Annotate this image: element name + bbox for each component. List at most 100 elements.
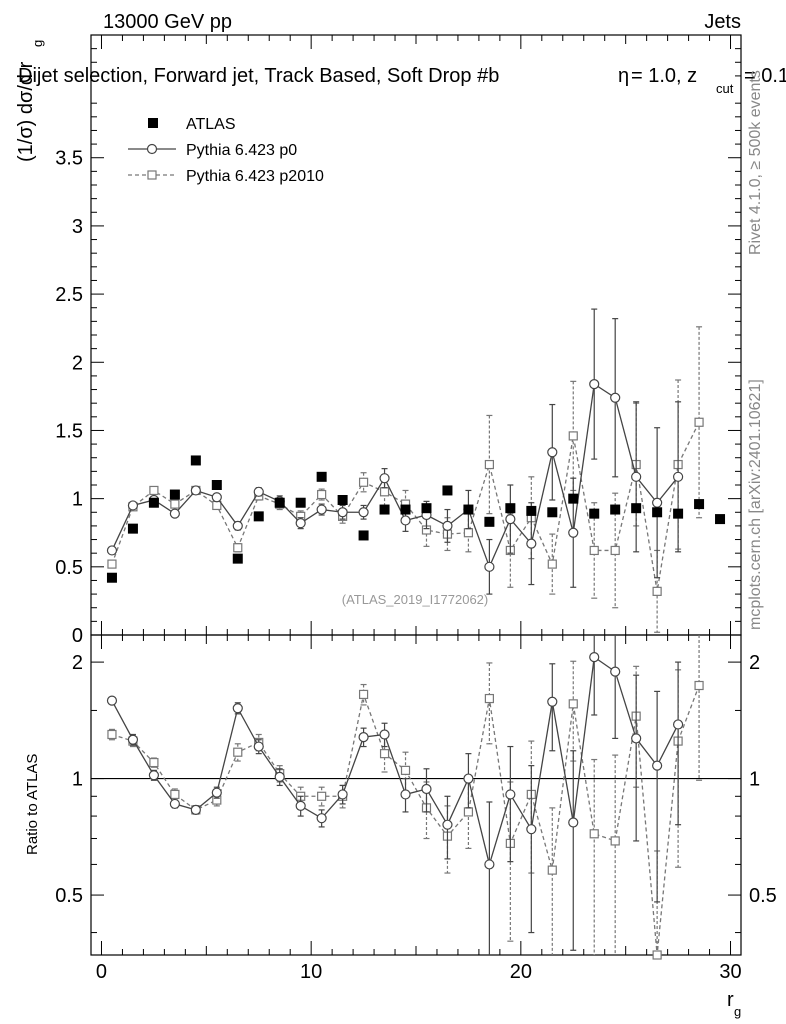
atlas-data-point — [295, 497, 306, 508]
main-y-tick-label: 1.5 — [55, 420, 83, 442]
main-p0-point — [610, 392, 621, 403]
ratio-p0-point — [253, 741, 264, 752]
main-p2010-point — [694, 417, 704, 427]
main-p0-point — [253, 486, 264, 497]
main-p0-point — [589, 378, 600, 390]
title-eta-symbol: η — [618, 65, 629, 87]
title-end: = 0.1 — [744, 65, 786, 87]
main-y-axis-title-text: (1/σ) dσ/d r — [15, 61, 37, 162]
atlas-data-point — [316, 471, 327, 482]
atlas-data-point — [442, 485, 453, 496]
main-p0-point — [400, 515, 411, 526]
x-tick-label: 30 — [719, 961, 741, 983]
ratio-p0-point — [379, 729, 390, 740]
ratio-p0-point — [526, 824, 537, 835]
atlas-data-point — [106, 572, 117, 583]
ratio-series — [106, 635, 704, 960]
main-p0-point — [169, 508, 180, 519]
title-subscript: cut — [716, 81, 734, 96]
x-axis: 0 10 20 30 — [96, 35, 742, 983]
ratio-p2010-point — [568, 699, 578, 709]
main-p2010-point — [233, 543, 243, 553]
main-p0-point — [358, 507, 369, 518]
plot-title: Dijet selection, Forward jet, Track Base… — [18, 65, 499, 87]
atlas-data-point — [232, 553, 243, 564]
legend-atlas-marker — [148, 118, 158, 128]
ratio-y-tick-label: 1 — [72, 769, 83, 791]
atlas-data-point — [253, 511, 264, 522]
main-p0-point — [295, 518, 306, 529]
ratio-p0-point — [505, 789, 516, 800]
legend-p2010-label: Pythia 6.423 p2010 — [186, 168, 324, 185]
x-tick-label: 0 — [96, 961, 107, 983]
legend-p0-marker — [146, 143, 158, 155]
atlas-data-point — [547, 507, 558, 518]
ratio-axes: 0.5 0.5 1 1 2 2 — [55, 652, 777, 934]
atlas-data-point — [358, 530, 369, 541]
main-p0-point — [232, 520, 243, 532]
main-p2010-point — [589, 545, 599, 556]
main-y-tick-label: 3 — [72, 216, 83, 238]
ratio-p2010-point — [589, 829, 599, 839]
main-p2010-point — [107, 559, 117, 569]
atlas-data-point — [568, 493, 579, 504]
main-p2010-point — [212, 500, 222, 511]
ratio-p0-point — [400, 789, 411, 800]
atlas-data-point — [148, 497, 159, 508]
ratio-p0-point — [547, 696, 558, 707]
legend-p2010-marker — [147, 170, 157, 180]
process-label: Jets — [704, 11, 741, 33]
main-y-tick-label: 3.5 — [55, 148, 83, 170]
main-y-tick-label: 0.5 — [55, 557, 83, 579]
ratio-p2010-point — [358, 689, 369, 700]
ratio-p0-line — [111, 655, 679, 867]
main-p0-point — [190, 485, 201, 496]
main-p0-point — [484, 561, 495, 572]
atlas-data-point — [169, 489, 180, 500]
main-axes: 0 0.5 1 1.5 2 2.5 3 3.5 — [55, 48, 741, 647]
ratio-p0-point — [190, 804, 201, 815]
rivet-version-label: Rivet 4.1.0, ≥ 500k events — [747, 70, 764, 255]
ratio-p2010-line — [111, 685, 700, 956]
legend-atlas-label: ATLAS — [186, 116, 236, 133]
main-p2010-point — [610, 545, 620, 556]
ratio-y-tick-label: 0.5 — [55, 885, 83, 907]
atlas-data-point — [274, 497, 285, 508]
ratio-p0-point — [316, 813, 327, 824]
ratio-p0-point — [568, 817, 579, 828]
main-p0-point — [127, 500, 139, 511]
main-p0-point — [652, 497, 663, 508]
main-p2010-line — [111, 421, 700, 592]
main-p2010-point — [170, 499, 180, 509]
atlas-data-point — [673, 508, 684, 519]
atlas-data-point — [400, 504, 411, 515]
main-y-axis-title: (1/σ) dσ/d r g — [15, 40, 45, 162]
x-tick-label: 20 — [510, 961, 532, 983]
main-p2010-point — [568, 431, 578, 441]
ratio-p0-point — [337, 789, 348, 800]
ratio-p0-group — [106, 635, 684, 955]
main-p2010-group — [107, 326, 704, 633]
ratio-p0-point — [274, 771, 285, 783]
energy-label: 13000 GeV pp — [103, 11, 232, 33]
ratio-p0-point — [442, 819, 453, 830]
ratio-p2010-point — [107, 729, 117, 740]
ratio-p2010-point — [233, 747, 243, 757]
ratio-p2010-point — [149, 757, 159, 768]
x-tick-label: 10 — [300, 961, 322, 983]
ratio-p2010-point — [379, 749, 390, 759]
main-p0-point — [672, 471, 684, 482]
atlas-data-point — [610, 504, 621, 515]
atlas-data-point — [211, 480, 222, 490]
main-p0-point — [211, 492, 222, 503]
ratio-p2010-point — [652, 950, 662, 960]
ratio-y-tick-label-right: 2 — [749, 652, 760, 674]
ratio-p2010-point — [463, 807, 474, 817]
ratio-p0-point — [421, 783, 432, 795]
main-y-tick-label: 2.5 — [55, 284, 83, 306]
main-p0-point — [568, 527, 579, 538]
main-y-tick-label: 0 — [72, 625, 83, 647]
ratio-p0-point — [148, 770, 160, 781]
main-p2010-point — [463, 528, 474, 538]
atlas-data-point — [190, 455, 201, 466]
